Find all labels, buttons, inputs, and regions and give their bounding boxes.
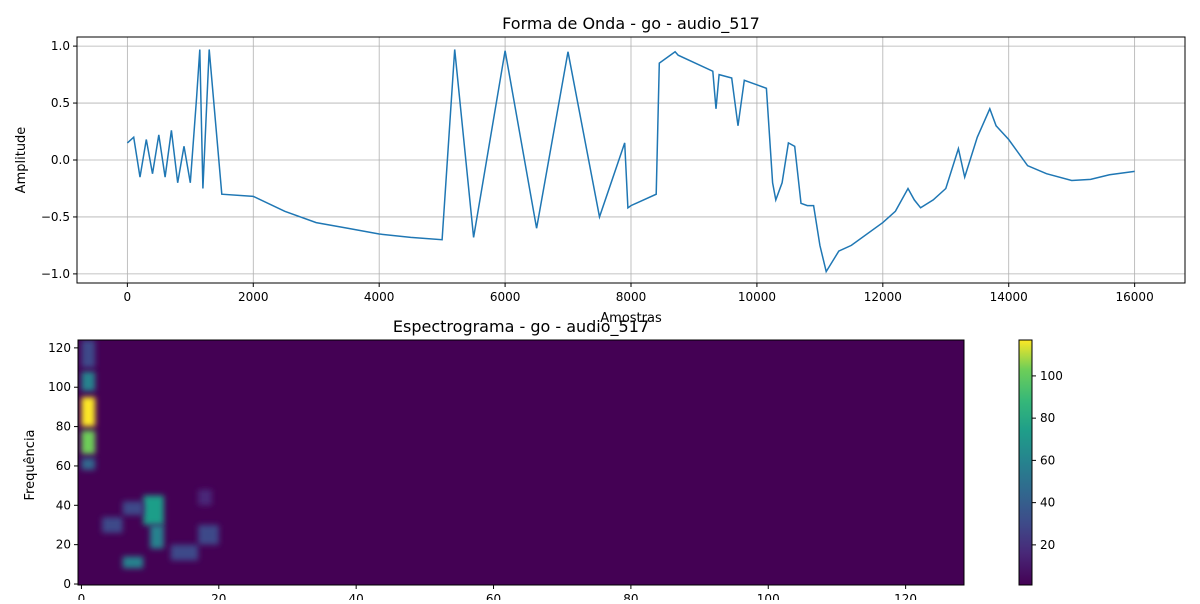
spectrogram-cell — [143, 495, 164, 525]
spectrogram-cell — [81, 430, 96, 455]
waveform-ytick-label: 0.5 — [51, 96, 70, 110]
spectrogram-ytick-label: 100 — [48, 380, 71, 394]
waveform-title: Forma de Onda - go - audio_517 — [502, 14, 760, 34]
spectrogram-xtick-label: 120 — [894, 592, 917, 600]
waveform-xtick-label: 8000 — [616, 290, 647, 304]
colorbar-tick-label: 40 — [1040, 496, 1055, 510]
colorbar-tick-label: 20 — [1040, 538, 1055, 552]
spectrogram-xtick-label: 20 — [211, 592, 226, 600]
colorbar — [1018, 339, 1033, 586]
colorbar-tick-label: 60 — [1040, 453, 1055, 467]
spectrogram-ytick-label: 80 — [56, 420, 71, 434]
waveform-ytick-label: 0.0 — [51, 153, 70, 167]
spectrogram-axes-frame — [77, 339, 965, 586]
spectrogram-cell — [81, 371, 96, 392]
spectrogram-cell — [198, 524, 219, 545]
spectrogram-ytick-label: 120 — [48, 341, 71, 355]
waveform-xtick-label: 10000 — [738, 290, 776, 304]
waveform-ytick-label: −1.0 — [41, 267, 70, 281]
colorbar-ticks: 20 40 60 80 100 — [1032, 369, 1063, 552]
waveform-xtick-label: 16000 — [1116, 290, 1154, 304]
waveform-xtick-label: 12000 — [864, 290, 902, 304]
spectrogram-background — [78, 340, 964, 585]
spectrogram-cell — [81, 340, 96, 368]
spectrogram-cell — [122, 556, 144, 569]
waveform-ticks: 0 2000 4000 6000 8000 10000 12000 14000 16000 −1.… — [41, 39, 1154, 304]
waveform-xlabel: Amostras — [600, 311, 662, 326]
waveform-line — [126, 49, 1135, 274]
spectrogram-plot: Espectrograma - go - audio_517 0 20 40 60 80… — [23, 317, 1063, 604]
spectrogram-ylabel: Frequência — [23, 429, 38, 500]
spectrogram-xtick-label: 40 — [349, 592, 364, 600]
waveform-xtick-label: 4000 — [364, 290, 395, 304]
spectrogram-ytick-label: 20 — [56, 538, 71, 552]
spectrogram-xtick-label: 0 — [78, 592, 86, 600]
waveform-xtick-label: 2000 — [238, 290, 269, 304]
spectrogram-cell — [81, 397, 96, 427]
spectrogram-ytick-label: 60 — [56, 459, 71, 473]
spectrogram-cell — [198, 489, 212, 506]
waveform-xtick-label: 14000 — [990, 290, 1028, 304]
spectrogram-ytick-label: 0 — [63, 577, 71, 591]
colorbar-tick-label: 80 — [1040, 411, 1055, 425]
waveform-series — [126, 49, 1135, 274]
spectrogram-cell — [170, 544, 199, 561]
spectrogram-cell — [102, 517, 123, 533]
spectrogram-title: Espectrograma - go - audio_517 — [393, 317, 649, 337]
spectrogram-cells — [81, 340, 219, 569]
waveform-xtick-label: 0 — [124, 290, 132, 304]
waveform-xtick-label: 6000 — [490, 290, 521, 304]
waveform-ytick-label: −0.5 — [41, 210, 70, 224]
spectrogram-cell — [122, 501, 144, 516]
spectrogram-cell — [150, 524, 164, 549]
waveform-ylabel: Amplitude — [14, 127, 29, 194]
spectrogram-xtick-label: 60 — [486, 592, 501, 600]
colorbar-tick-label: 100 — [1040, 369, 1063, 383]
waveform-plot: Forma de Onda - go - audio_517 0 2000 4000… — [14, 14, 1186, 326]
waveform-grid — [77, 37, 1185, 283]
spectrogram-xtick-label: 80 — [623, 592, 638, 600]
spectrogram-ytick-label: 40 — [56, 498, 71, 512]
spectrogram-cell — [81, 458, 96, 470]
spectrogram-xtick-label: 100 — [757, 592, 780, 600]
waveform-ytick-label: 1.0 — [51, 39, 70, 53]
